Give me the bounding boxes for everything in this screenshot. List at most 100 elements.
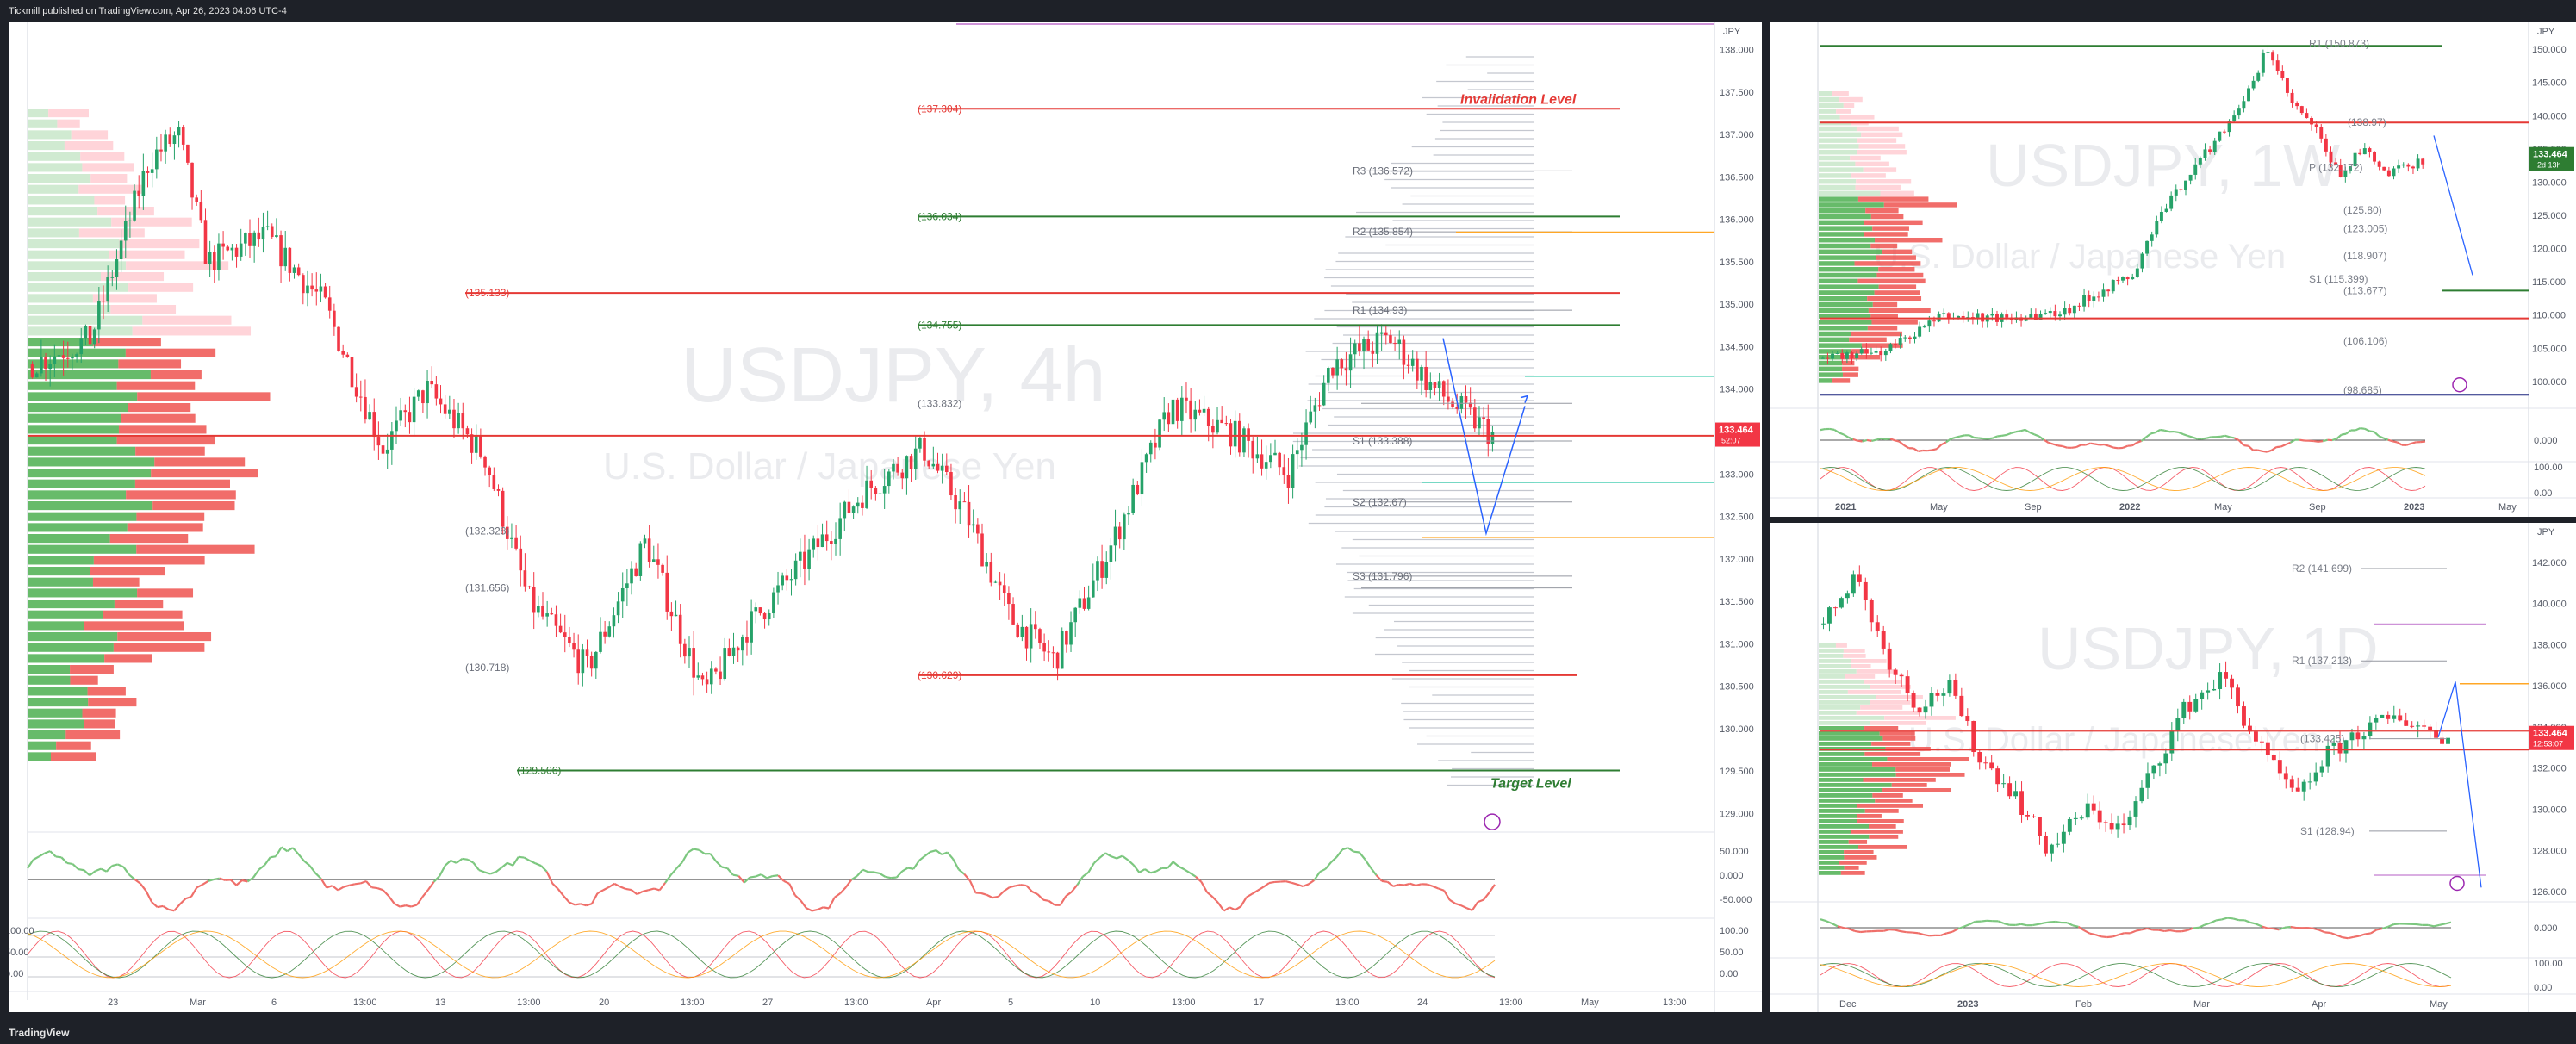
candle-body: [1034, 624, 1037, 630]
x-tick-label: 13:00: [353, 997, 377, 1008]
oscillator-line: [2181, 929, 2188, 933]
candle-body: [310, 285, 314, 290]
level-label: (118.907): [2343, 250, 2386, 262]
candle-body: [314, 289, 319, 292]
oscillator-line: [308, 865, 316, 874]
candle-body: [550, 613, 554, 615]
candle-body: [2175, 718, 2181, 731]
candle-body: [998, 581, 1002, 586]
oscillator-line: [2006, 432, 2012, 436]
volume-profile-bar: [84, 621, 184, 631]
candle-body: [1932, 320, 1936, 322]
candle-body: [856, 502, 860, 507]
candle-body: [2416, 158, 2420, 169]
oscillator-line: [354, 882, 361, 886]
candle-body: [2193, 164, 2198, 175]
candle-body: [2271, 755, 2276, 761]
oscillator-line: [783, 879, 790, 885]
candle-body: [2025, 814, 2030, 817]
daily-chart-svg[interactable]: USDJPY, 1D U.S. Dollar / Japanese Yen R2 (…: [1770, 523, 2576, 1012]
x-tick-label: May: [2430, 999, 2448, 1010]
volume-profile-bar: [28, 272, 101, 282]
oscillator-line: [580, 903, 587, 907]
volume-profile-bar: [1887, 757, 1969, 761]
volume-profile-bar: [28, 621, 84, 631]
volume-profile-bar: [1819, 850, 1845, 854]
y-tick-label: 100.000: [2532, 377, 2567, 388]
main-chart-svg[interactable]: USDJPY, 4h U.S. Dollar / Japanese Yen (137…: [9, 22, 1762, 1012]
invalidation-label: Invalidation Level: [1460, 92, 1577, 107]
oscillator-line: [2416, 923, 2423, 927]
oscillator-line: [2360, 427, 2365, 430]
oscillator-line: [523, 856, 531, 862]
weekly-chart-panel[interactable]: USDJPY, 1W U.S. Dollar / Japanese Yen R1 (…: [1770, 22, 2576, 517]
candle-body: [741, 637, 744, 651]
weekly-chart-svg[interactable]: USDJPY, 1W U.S. Dollar / Japanese Yen R1 (…: [1770, 22, 2576, 517]
volume-profile-bar: [109, 250, 185, 259]
oscillator-line: [2248, 444, 2254, 451]
volume-profile-bar: [1839, 96, 1863, 103]
oscillator-line: [1900, 930, 1907, 934]
candle-body: [874, 488, 878, 494]
oscillator-line: [2131, 441, 2137, 447]
volume-profile-bar: [78, 228, 145, 238]
oscillator-line: [1831, 923, 1839, 928]
volume-profile-bar: [28, 228, 79, 238]
oscillator-line: [105, 865, 114, 873]
price-badge: [2529, 146, 2574, 171]
main-chart-panel[interactable]: USDJPY, 4h U.S. Dollar / Japanese Yen (137…: [9, 22, 1762, 1012]
candle-body: [479, 435, 482, 457]
oscillator-line: [303, 860, 311, 867]
volume-profile-bar: [1819, 871, 1841, 875]
oscillator-line: [1899, 440, 1905, 446]
candle-body: [2392, 715, 2397, 719]
oscillator-line: [66, 861, 73, 866]
oscillator-line: [681, 852, 689, 863]
oscillator-line: [134, 879, 141, 885]
candle-body: [2091, 803, 2096, 811]
volume-profile-bar: [64, 141, 114, 151]
oscillator-line: [817, 906, 824, 910]
volume-profile-bar: [28, 119, 58, 128]
oscillator-line: [518, 855, 525, 859]
candle-body: [1295, 450, 1299, 455]
candle-body: [807, 549, 811, 569]
oscillator-line: [1246, 892, 1253, 898]
volume-profile-bar: [1863, 167, 1897, 172]
oscillator-line: [1829, 427, 1835, 431]
volume-profile-bar: [1843, 103, 1855, 109]
volume-profile-bar: [1851, 830, 1903, 834]
oscillator-line: [2062, 444, 2068, 449]
oscillator-line: [95, 867, 102, 873]
candle-body: [2208, 149, 2212, 152]
candle-body: [288, 247, 292, 273]
candle-body: [723, 648, 727, 680]
candle-body: [2174, 189, 2178, 196]
level-label: (133.832): [918, 397, 961, 409]
volume-profile-bar: [1856, 179, 1912, 184]
oscillator-line: [286, 847, 294, 853]
candle-body: [88, 326, 92, 345]
volume-profile-bar: [1855, 161, 1889, 167]
osc2-tick-label: 50.00: [1720, 948, 1744, 958]
y-tick-label: 129.000: [1720, 809, 1754, 819]
watermark-name: U.S. Dollar / Japanese Yen: [603, 445, 1056, 488]
y-tick-label: 132.000: [2532, 764, 2567, 774]
oscillator-line: [1852, 438, 1858, 442]
oscillator-line: [1132, 864, 1141, 873]
volume-profile-bar: [1819, 685, 1870, 689]
volume-profile-bar: [1819, 799, 1876, 803]
candle-body: [1947, 680, 1952, 694]
daily-chart-panel[interactable]: USDJPY, 1D U.S. Dollar / Japanese Yen R2 (…: [1770, 523, 2576, 1012]
volume-profile-bar: [28, 600, 115, 609]
oscillator-line: [450, 859, 457, 864]
oscillator-line: [1876, 437, 1882, 441]
candle-body: [1264, 462, 1268, 469]
candle-body: [2200, 692, 2205, 699]
candle-body: [195, 197, 198, 202]
volume-profile-bar: [1863, 778, 1936, 782]
volume-profile-bar: [1819, 705, 1861, 710]
oscillator-line: [2038, 435, 2044, 441]
candle-body: [190, 162, 194, 198]
oscillator-line: [2104, 443, 2110, 447]
